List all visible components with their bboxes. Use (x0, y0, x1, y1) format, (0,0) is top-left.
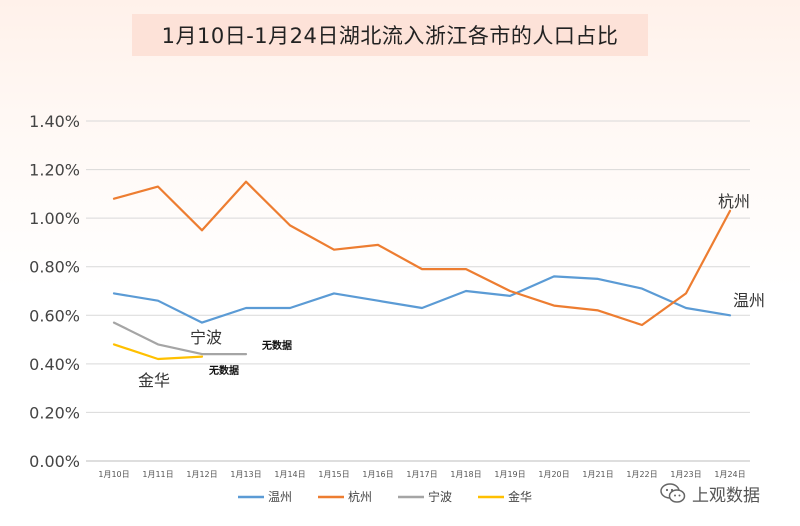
label-jinhua: 金华 (138, 371, 170, 390)
y-tick-label: 0.80% (29, 258, 80, 277)
series-line-金华 (112, 343, 204, 361)
label-hangzhou: 杭州 (718, 192, 750, 211)
legend-label-金华: 金华 (508, 489, 532, 504)
x-tick-label: 1月20日 (538, 470, 569, 479)
legend-label-温州: 温州 (268, 490, 292, 504)
label-jinhua-no-data: 无数据 (208, 364, 239, 377)
x-tick-label: 1月22日 (626, 470, 657, 479)
series-line-温州 (112, 275, 732, 324)
x-tick-label: 1月21日 (582, 470, 613, 479)
x-tick-label: 1月15日 (318, 470, 349, 479)
x-tick-label: 1月19日 (494, 470, 525, 479)
legend-label-杭州: 杭州 (348, 489, 372, 504)
chart-title: 1月10日-1月24日湖北流入浙江各市的人口占比 (161, 24, 619, 48)
x-tick-label: 1月12日 (186, 470, 217, 479)
x-tick-label: 1月17日 (406, 470, 437, 479)
y-tick-label: 1.20% (29, 161, 80, 180)
label-wenzhou: 温州 (733, 291, 765, 310)
x-tick-label: 1月16日 (362, 470, 393, 479)
series-line-杭州 (112, 180, 732, 327)
y-tick-label: 0.40% (29, 355, 80, 374)
series-line-宁波 (112, 321, 248, 356)
y-tick-label: 1.40% (29, 112, 80, 131)
x-tick-label: 1月11日 (142, 470, 173, 479)
wechat-icon (660, 483, 686, 503)
y-tick-label: 0.20% (29, 403, 80, 422)
x-tick-label: 1月10日 (98, 470, 129, 479)
y-tick-label: 0.00% (29, 452, 80, 471)
watermark: 上观数据 (660, 478, 792, 508)
y-tick-label: 0.60% (29, 306, 80, 325)
x-tick-label: 1月14日 (274, 470, 305, 479)
x-tick-label: 1月18日 (450, 470, 481, 479)
x-tick-label: 1月24日 (714, 470, 745, 479)
chart-title-box: 1月10日-1月24日湖北流入浙江各市的人口占比 (132, 14, 648, 56)
legend-label-宁波: 宁波 (428, 489, 452, 504)
label-ningbo: 宁波 (190, 328, 222, 347)
label-ningbo-no-data: 无数据 (261, 339, 292, 352)
x-tick-label: 1月23日 (670, 470, 701, 479)
x-tick-label: 1月13日 (230, 470, 261, 479)
y-tick-label: 1.00% (29, 209, 80, 228)
watermark-text: 上观数据 (692, 485, 760, 506)
